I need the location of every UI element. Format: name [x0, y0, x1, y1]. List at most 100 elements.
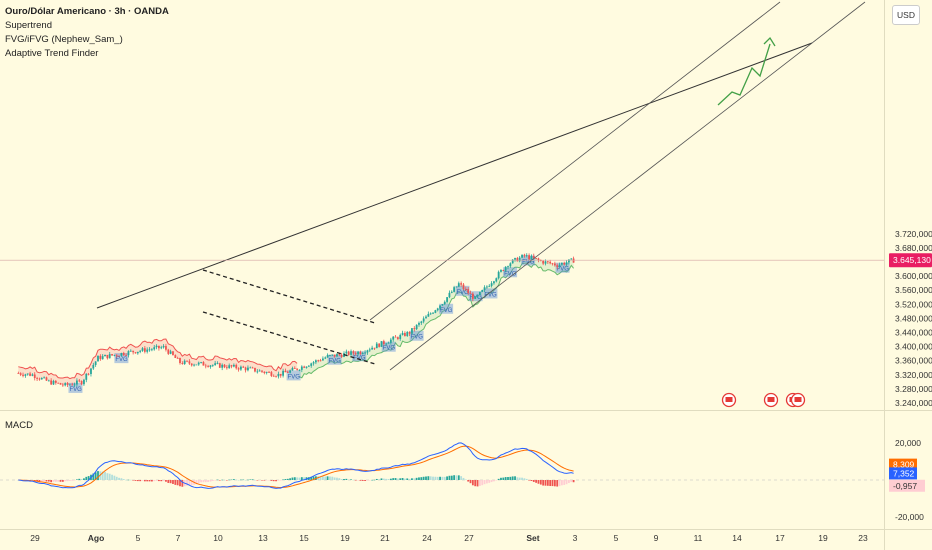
candle-body: [211, 364, 214, 366]
candle-body: [556, 265, 559, 267]
candle-body: [214, 363, 217, 365]
macd-histogram-bar: [497, 478, 500, 480]
candle-body: [80, 381, 83, 385]
macd-histogram-bar: [113, 475, 116, 480]
macd-histogram-bar: [340, 479, 343, 480]
indicator-fvg[interactable]: FVG/iFVG (Nephew_Sam_): [5, 34, 123, 45]
candle-body: [333, 354, 336, 357]
candle-body: [511, 259, 514, 264]
macd-histogram-bar: [106, 473, 109, 480]
candle-body: [272, 375, 275, 377]
candle-body: [286, 372, 289, 373]
indicator-trend-finder[interactable]: Adaptive Trend Finder: [5, 48, 99, 59]
candle-body: [141, 348, 144, 351]
candle-body: [568, 259, 570, 263]
macd-histogram-bar: [204, 480, 207, 483]
candle-body: [50, 380, 53, 385]
macd-histogram-bar: [108, 473, 111, 480]
candle-body: [542, 260, 545, 264]
candle-body: [563, 262, 566, 265]
candle-body: [127, 351, 130, 356]
chart-legend: Ouro/Dólar Americano · 3h · OANDA Supert…: [5, 5, 169, 61]
candle-body: [186, 360, 188, 362]
us-flag-icon: [767, 397, 775, 402]
candle-body: [495, 278, 498, 282]
macd-histogram-bar: [169, 480, 172, 484]
macd-histogram-bar: [324, 476, 327, 480]
candle-body: [31, 374, 34, 376]
macd-histogram-bar: [368, 480, 371, 481]
indicator-supertrend[interactable]: Supertrend: [5, 20, 53, 31]
candle-body: [385, 343, 388, 345]
flag-upper-dashed: [202, 269, 376, 324]
macd-histogram-bar: [221, 479, 224, 481]
candle-body: [254, 367, 256, 372]
currency-button[interactable]: USD: [892, 5, 920, 25]
macd-histogram-bar: [448, 475, 451, 480]
candle-body: [45, 377, 48, 381]
macd-histogram-bar: [385, 478, 388, 480]
candle-body: [457, 283, 460, 287]
candle-body: [108, 354, 111, 359]
candle-body: [413, 328, 416, 330]
macd-histogram-bar: [155, 480, 158, 481]
macd-histogram-bar: [129, 479, 132, 481]
candle-body: [221, 364, 224, 368]
candle-body: [134, 352, 137, 354]
macd-histogram-bar: [61, 480, 64, 482]
macd-histogram-bar: [310, 476, 313, 480]
fvg-zone: [455, 285, 470, 296]
candle-body: [509, 263, 512, 267]
candle-body: [61, 384, 64, 386]
macd-histogram-bar: [486, 480, 488, 484]
candle-body: [64, 383, 67, 386]
macd-histogram-bar: [242, 479, 245, 481]
candle-body: [389, 339, 392, 343]
fvg-label: FVG: [115, 357, 128, 363]
candle-body: [502, 270, 505, 271]
macd-histogram-bar: [240, 479, 242, 481]
macd-histogram-bar: [371, 479, 374, 481]
candle-body: [38, 378, 41, 380]
macd-histogram-bar: [160, 480, 163, 482]
macd-histogram-bar: [64, 480, 67, 482]
candle-body: [174, 355, 177, 358]
macd-histogram-bar: [97, 471, 99, 480]
candle-body: [26, 373, 29, 375]
macd-histogram-bar: [460, 476, 463, 480]
macd-histogram-bar: [94, 472, 97, 480]
candle-body: [415, 324, 418, 330]
candle-body: [565, 262, 568, 265]
candle-body: [471, 293, 474, 299]
candle-body: [441, 304, 444, 306]
candle-body: [176, 357, 179, 359]
macd-histogram-bar: [401, 478, 404, 480]
macd-histogram-bar: [563, 480, 566, 485]
macd-histogram-bar: [350, 479, 352, 480]
fvg-label: FVG: [329, 359, 342, 365]
macd-panel-label[interactable]: MACD: [5, 420, 33, 431]
candle-body: [179, 358, 181, 364]
candle-body: [22, 374, 24, 376]
macd-histogram-bar: [209, 480, 212, 482]
macd-histogram-bar: [286, 478, 289, 480]
candle-body: [387, 342, 390, 344]
macd-histogram-bar: [312, 476, 315, 480]
macd-histogram-bar: [521, 477, 523, 480]
price-tick-label: 3.360,000: [895, 356, 932, 366]
macd-histogram-bar: [228, 479, 231, 481]
candle-body: [464, 288, 467, 290]
macd-histogram-bar: [406, 478, 409, 480]
macd-histogram-bar: [532, 480, 535, 482]
candle-body: [373, 347, 376, 349]
price-tick-label: 3.560,000: [895, 285, 932, 295]
macd-histogram-bar: [364, 480, 366, 481]
candle-body: [551, 263, 554, 265]
candle-body: [120, 352, 123, 356]
price-tick-label: 3.600,000: [895, 271, 932, 281]
macd-histogram-bar: [291, 477, 294, 480]
fvg-zone: [114, 353, 129, 364]
candle-body: [467, 289, 470, 294]
macd-histogram-bar: [223, 479, 226, 481]
